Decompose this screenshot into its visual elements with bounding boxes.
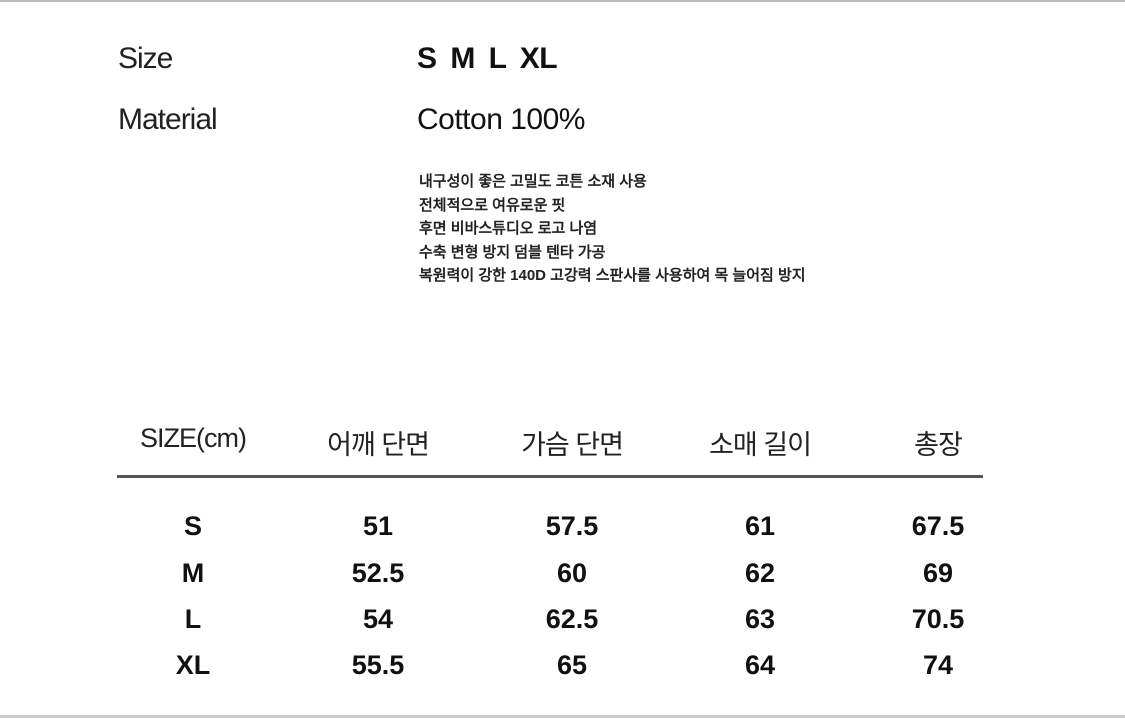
product-notes: 내구성이 좋은 고밀도 코튼 소재 사용 전체적으로 여유로운 핏 후면 비바스… <box>419 170 806 288</box>
measurement-cell: 63 <box>744 604 776 634</box>
material-value: Cotton 100% <box>417 103 585 136</box>
measurement-cell: 51 <box>362 511 394 541</box>
note-line: 내구성이 좋은 고밀도 코튼 소재 사용 <box>419 173 647 190</box>
measurement-cell: 62.5 <box>545 604 599 634</box>
measurement-cell: 67.5 <box>911 511 965 541</box>
material-label: Material <box>118 103 218 136</box>
measurement-cell: 55.5 <box>351 650 405 680</box>
note-line: 수축 변형 방지 덤블 텐타 가공 <box>419 243 606 261</box>
top-border <box>0 0 1125 2</box>
bottom-border <box>0 715 1125 718</box>
size-cell: S <box>183 511 203 541</box>
size-value: S M L XL <box>417 42 558 75</box>
measurement-cell: 69 <box>922 558 954 588</box>
table-header-divider <box>117 475 983 478</box>
measurement-cell: 52.5 <box>351 558 405 588</box>
size-label: Size <box>118 42 173 75</box>
measurement-cell: 54 <box>362 604 394 634</box>
measurement-cell: 65 <box>556 650 588 680</box>
measurement-cell: 74 <box>922 650 954 680</box>
measurement-cell: 64 <box>744 650 776 680</box>
size-cell: L <box>184 604 202 634</box>
measurement-cell: 57.5 <box>545 511 599 541</box>
measurement-cell: 62 <box>744 558 776 588</box>
table-header-cell: 소매 길이 <box>709 430 812 460</box>
size-cell: XL <box>175 650 211 680</box>
note-line: 전체적으로 여유로운 핏 <box>419 196 566 214</box>
table-header-cell: 가슴 단면 <box>521 430 624 460</box>
measurement-cell: 70.5 <box>911 604 965 634</box>
note-line: 후면 비바스튜디오 로고 나염 <box>419 220 598 237</box>
table-header-cell: 총장 <box>914 430 963 460</box>
size-cell: M <box>181 558 205 588</box>
note-line: 복원력이 강한 140D 고강력 스판사를 사용하여 목 늘어짐 방지 <box>419 267 806 284</box>
table-header-cell: SIZE(cm) <box>140 423 247 453</box>
measurement-cell: 60 <box>556 558 588 588</box>
measurement-cell: 61 <box>744 511 776 541</box>
table-header-cell: 어깨 단면 <box>327 430 430 460</box>
